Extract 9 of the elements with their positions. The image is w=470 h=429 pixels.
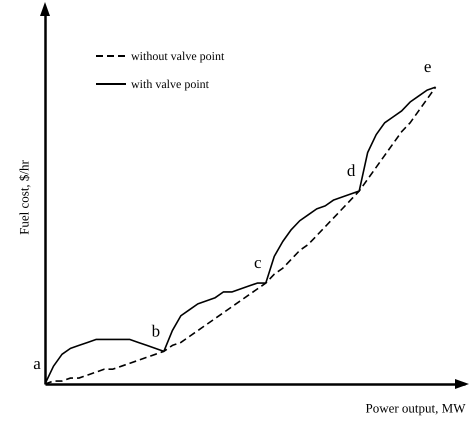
x-axis-title: Power output, MW bbox=[365, 400, 466, 416]
text: e bbox=[424, 57, 432, 76]
legend-label: without valve point bbox=[131, 49, 225, 63]
y-axis-title: Fuel cost, $/hr bbox=[16, 159, 32, 235]
annotation: c bbox=[254, 253, 262, 272]
annotation: b bbox=[152, 321, 160, 340]
annotation: d bbox=[346, 161, 356, 180]
legend-label: with valve point bbox=[131, 77, 210, 91]
annotation: a bbox=[33, 354, 42, 373]
